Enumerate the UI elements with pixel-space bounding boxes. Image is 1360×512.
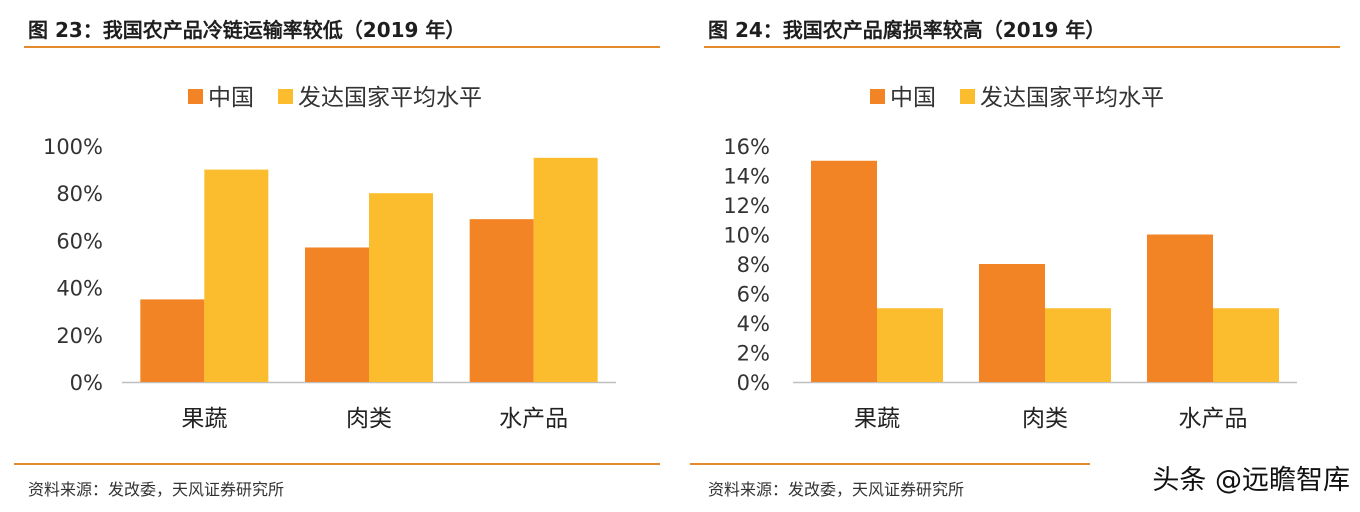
x-category-label: 肉类 <box>1022 406 1068 432</box>
legend-swatch <box>960 89 975 104</box>
bar-china <box>140 299 205 382</box>
y-tick-label: 16% <box>723 135 770 159</box>
y-tick-label: 20% <box>56 324 103 348</box>
legend-label: 发达国家平均水平 <box>980 85 1164 111</box>
x-category-label: 水产品 <box>1179 406 1248 432</box>
y-tick-label: 10% <box>723 224 770 248</box>
bar-chart-cold-chain-rate: 0% 20% 40% 60% 80% 100% 果蔬 肉类 水产品 中国 发达国家平均水平 <box>43 85 616 432</box>
y-tick-label: 40% <box>56 277 103 301</box>
legend-label: 中国 <box>890 85 936 111</box>
legend-label: 发达国家平均水平 <box>298 85 482 111</box>
y-tick-label: 4% <box>737 312 770 336</box>
title-divider <box>24 46 660 48</box>
y-tick-label: 12% <box>723 194 770 218</box>
legend-swatch <box>278 89 293 104</box>
y-tick-label: 80% <box>56 182 103 206</box>
watermark-text: 头条 @远瞻智库 <box>1152 465 1350 496</box>
title-divider <box>704 46 1340 48</box>
y-tick-label: 0% <box>70 371 103 395</box>
bar-developed <box>877 308 943 382</box>
source-divider <box>690 463 1090 465</box>
bar-china <box>469 219 534 382</box>
chart-panel-left: 图 23：我国农产品冷链运输率较低（2019 年） 0% 20% 40% 60% 80%… <box>14 18 660 499</box>
legend-swatch <box>188 89 203 104</box>
y-tick-label: 14% <box>723 165 770 189</box>
source-divider <box>14 463 660 465</box>
figure-title: 图 23：我国农产品冷链运输率较低（2019 年） <box>28 18 466 42</box>
bar-china <box>979 264 1045 382</box>
y-tick-label: 0% <box>737 371 770 395</box>
bar-china <box>305 247 369 382</box>
y-tick-label: 100% <box>43 135 103 159</box>
x-category-label: 水产品 <box>499 406 568 432</box>
y-tick-label: 6% <box>737 283 770 307</box>
bar-chart-spoilage-rate: 0% 2% 4% 6% 8% 10% 12% 14% 16% 果蔬 肉类 水产品 中国 发达国家平均水平 <box>723 85 1297 432</box>
legend-label: 中国 <box>208 85 254 111</box>
figure-title: 图 24：我国农产品腐损率较高（2019 年） <box>708 18 1106 42</box>
y-tick-label: 8% <box>737 253 770 277</box>
y-tick-label: 60% <box>56 229 103 253</box>
bar-developed <box>533 157 598 382</box>
bar-china <box>811 160 877 382</box>
x-category-label: 果蔬 <box>181 406 227 432</box>
y-tick-label: 2% <box>737 342 770 366</box>
chart-panel-right: 图 24：我国农产品腐损率较高（2019 年） 0% 2% 4% 6% 8% 10% 12%… <box>680 0 1360 512</box>
bar-developed <box>1045 308 1111 382</box>
bar-developed <box>1213 308 1279 382</box>
bar-developed <box>204 169 269 382</box>
source-note: 资料来源：发改委，天风证券研究所 <box>708 480 965 499</box>
legend-swatch <box>870 89 885 104</box>
x-category-label: 肉类 <box>346 406 392 432</box>
bar-developed <box>369 193 433 382</box>
source-note: 资料来源：发改委，天风证券研究所 <box>28 480 285 499</box>
bar-china <box>1147 234 1213 382</box>
x-category-label: 果蔬 <box>854 406 900 432</box>
